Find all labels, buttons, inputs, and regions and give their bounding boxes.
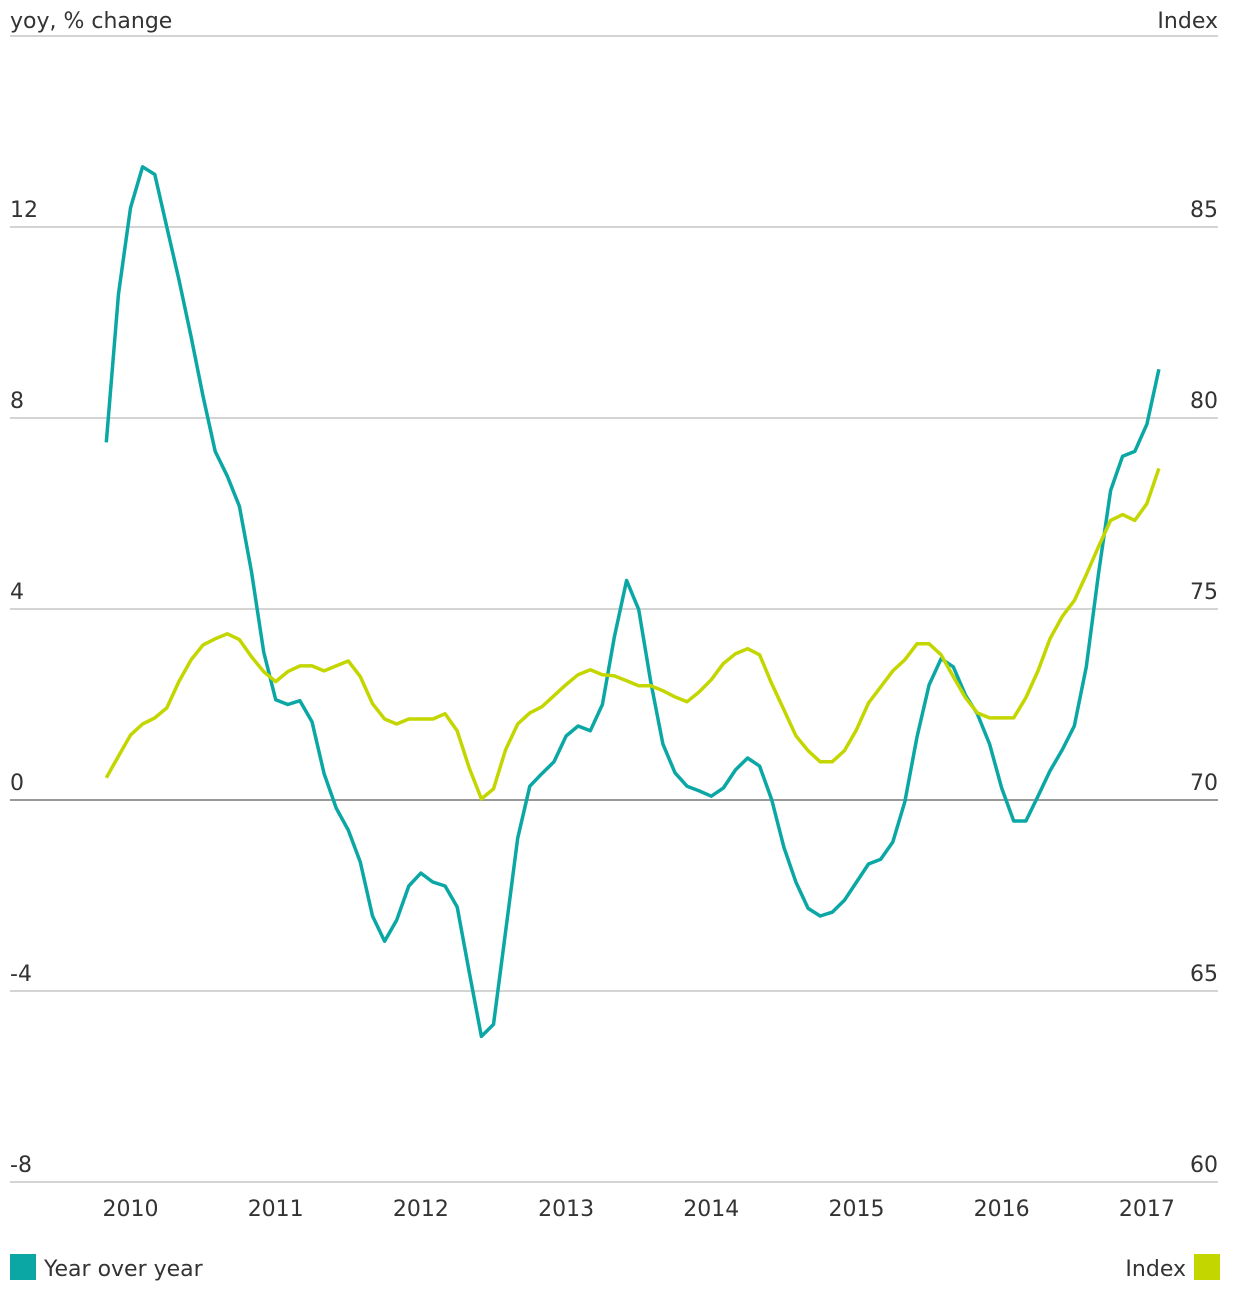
y2-tick-label: 80 xyxy=(1190,389,1218,414)
y-tick-label: 12 xyxy=(10,198,38,223)
legend-label: Year over year xyxy=(43,1257,204,1282)
y2-tick-label: 70 xyxy=(1190,771,1218,796)
x-tick-label: 2016 xyxy=(974,1197,1030,1222)
legend-swatch xyxy=(1194,1254,1220,1280)
y2-axis-label: Index xyxy=(1157,9,1218,34)
x-tick-label: 2011 xyxy=(248,1197,304,1222)
y2-tick-label: 75 xyxy=(1190,580,1218,605)
x-tick-label: 2012 xyxy=(393,1197,449,1222)
x-tick-label: 2010 xyxy=(103,1197,159,1222)
series-line xyxy=(104,165,1161,1039)
y-tick-label: 4 xyxy=(10,580,24,605)
x-tick-label: 2013 xyxy=(538,1197,594,1222)
y-axis-label: yoy, % change xyxy=(10,9,172,34)
series-line xyxy=(104,467,1161,801)
y-tick-label: -4 xyxy=(10,962,32,987)
y-tick-label: 8 xyxy=(10,389,24,414)
x-tick-label: 2017 xyxy=(1119,1197,1175,1222)
legend-swatch xyxy=(10,1254,36,1280)
y2-tick-label: 60 xyxy=(1190,1153,1218,1178)
y2-tick-label: 85 xyxy=(1190,198,1218,223)
x-tick-label: 2014 xyxy=(683,1197,739,1222)
y-tick-label: -8 xyxy=(10,1153,32,1178)
legend-label: Index xyxy=(1125,1257,1186,1282)
y-tick-label: 0 xyxy=(10,771,24,796)
x-tick-label: 2015 xyxy=(828,1197,884,1222)
y2-tick-label: 65 xyxy=(1190,962,1218,987)
